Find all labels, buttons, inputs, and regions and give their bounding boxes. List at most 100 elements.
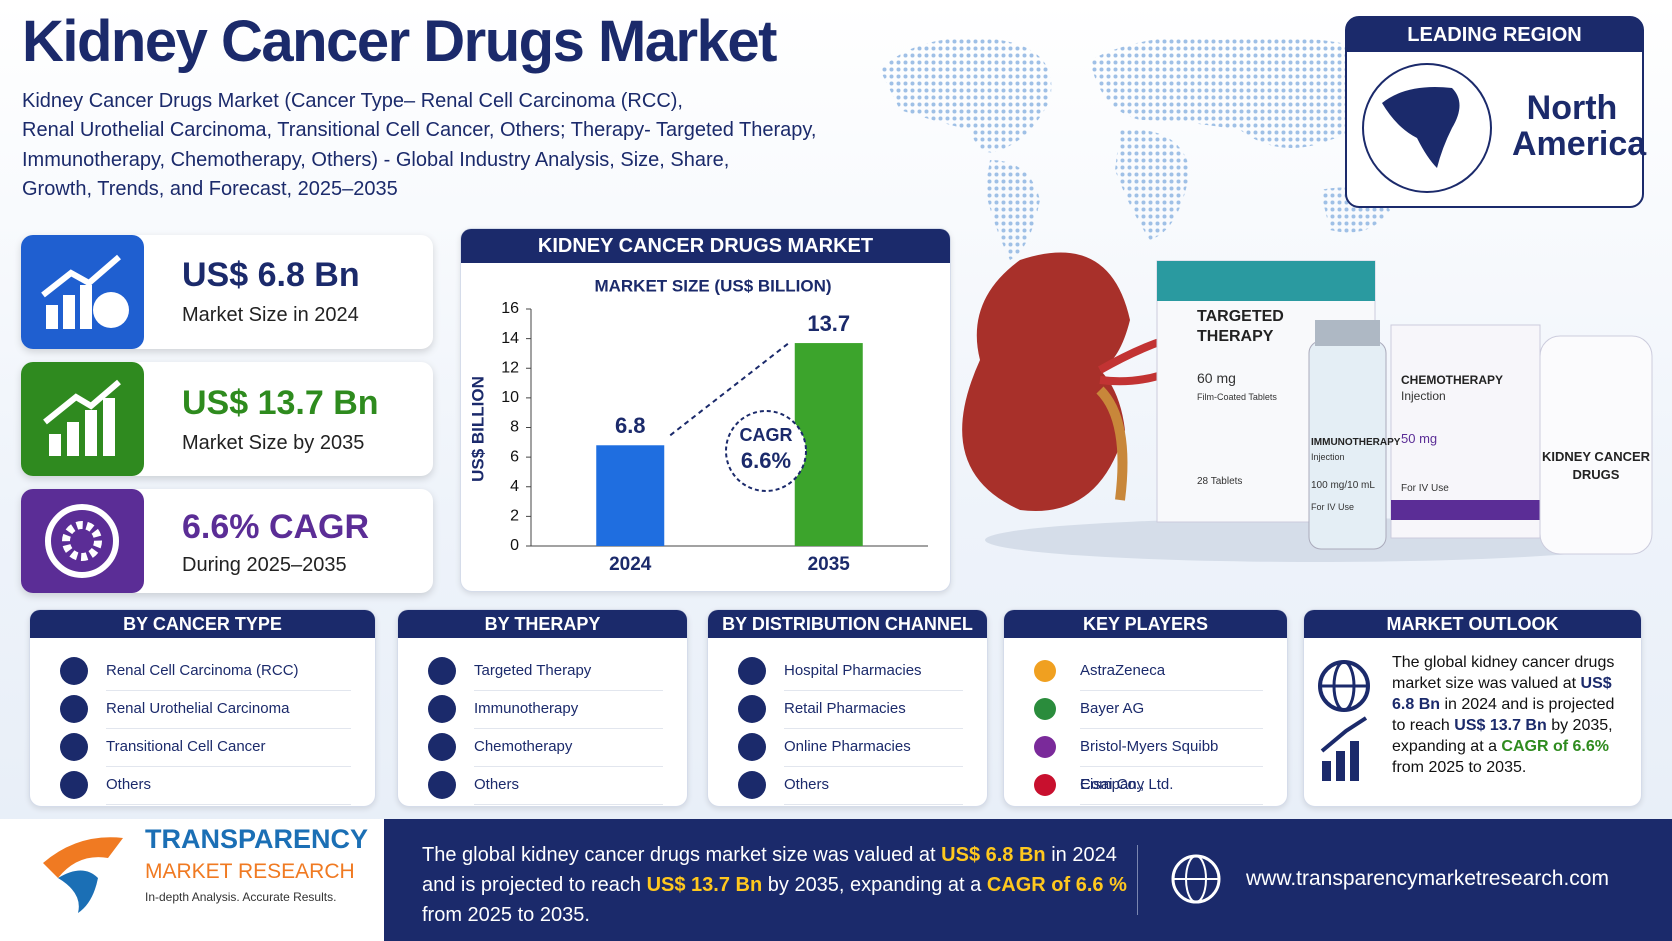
product-detail: 100 mg/10 mL bbox=[1311, 480, 1375, 491]
segment-panel: BY THERAPY Targeted Therapy Immunotherapy C… bbox=[397, 609, 688, 807]
product-name-line: DRUGS bbox=[1572, 467, 1620, 482]
product-name-line: KIDNEY CANCER bbox=[1541, 449, 1651, 464]
outlook-icons bbox=[1318, 660, 1370, 781]
brand-sub: MARKET RESEARCH bbox=[145, 860, 355, 883]
segment-panel: BY DISTRIBUTION CHANNEL Hospital Pharmaci… bbox=[707, 609, 988, 807]
footer-highlight: US$ 13.7 Bn bbox=[646, 874, 763, 896]
footer-band bbox=[384, 819, 1672, 941]
stat-value: US$ 6.8 Bn bbox=[182, 256, 360, 294]
stat-label: During 2025–2035 bbox=[182, 554, 347, 576]
product-detail: 60 mg bbox=[1197, 370, 1236, 386]
stat-icon bbox=[21, 489, 144, 593]
item-icon bbox=[60, 733, 88, 761]
y-tick-label: 10 bbox=[501, 389, 519, 406]
subtitle-line: Growth, Trends, and Forecast, 2025–2035 bbox=[22, 178, 398, 200]
segment-heading: KEY PLAYERS bbox=[1004, 610, 1287, 638]
y-tick-label: 14 bbox=[501, 330, 519, 347]
segment-item: Hospital Pharmacies bbox=[784, 652, 963, 691]
product-detail: 50 mg bbox=[1401, 431, 1438, 446]
product-name-line: TARGETED bbox=[1197, 308, 1284, 325]
y-tick-label: 0 bbox=[510, 537, 519, 554]
product-detail: Injection bbox=[1311, 452, 1345, 462]
y-axis-label: US$ BILLION bbox=[468, 376, 487, 482]
item-icon bbox=[738, 657, 766, 685]
outlook-panel: MARKET OUTLOOK The global kidney cancer … bbox=[1303, 609, 1642, 807]
segment-heading: BY CANCER TYPE bbox=[30, 610, 375, 638]
title: Kidney Cancer Drugs Market bbox=[22, 9, 777, 74]
value-label: 13.7 bbox=[807, 311, 850, 336]
stat-icon bbox=[21, 362, 144, 476]
item-icon bbox=[60, 771, 88, 799]
region-name-line: America bbox=[1512, 125, 1647, 163]
segment-panel: KEY PLAYERS AstraZeneca Bayer AG Bristol-My… bbox=[1003, 609, 1288, 807]
segment-item: Targeted Therapy bbox=[474, 652, 663, 691]
product-illustration bbox=[962, 252, 1653, 562]
product-name: CHEMOTHERAPY bbox=[1401, 373, 1504, 387]
segment-item: AstraZeneca bbox=[1080, 652, 1263, 691]
outlook-run: The global kidney cancer drugs market si… bbox=[1392, 654, 1615, 692]
chart-panel: KIDNEY CANCER DRUGS MARKET MARKET SIZE (… bbox=[460, 228, 951, 592]
item-icon bbox=[738, 733, 766, 761]
x-tick-label: 2024 bbox=[609, 554, 652, 575]
outlook-highlight: US$ 13.7 Bn bbox=[1454, 717, 1547, 734]
outlook-text: The global kidney cancer drugs market si… bbox=[1392, 652, 1632, 778]
footer-run: from 2025 to 2035. bbox=[422, 904, 590, 926]
stat-icon bbox=[21, 235, 144, 349]
segment-item: Chemotherapy bbox=[474, 728, 663, 767]
footer-highlight: US$ 6.8 Bn bbox=[941, 844, 1046, 866]
outlook-run: from 2025 to 2035. bbox=[1392, 759, 1527, 776]
footer-highlight: CAGR of 6.6 % bbox=[986, 874, 1127, 896]
bar bbox=[794, 343, 863, 546]
y-tick-label: 6 bbox=[510, 448, 519, 465]
item-icon bbox=[60, 695, 88, 723]
product-detail: Injection bbox=[1401, 389, 1446, 403]
tagline: In-depth Analysis. Accurate Results. bbox=[145, 890, 337, 904]
value-label: 6.8 bbox=[615, 413, 646, 438]
web-icon bbox=[1171, 854, 1221, 904]
footer-text: The global kidney cancer drugs market si… bbox=[422, 840, 1142, 930]
item-icon bbox=[738, 695, 766, 723]
product-name-line: THERAPY bbox=[1197, 328, 1274, 345]
stat-value: US$ 13.7 Bn bbox=[182, 384, 379, 422]
segment-panel: BY CANCER TYPE Renal Cell Carcinoma (RCC)… bbox=[29, 609, 376, 807]
segment-item: Online Pharmacies bbox=[784, 728, 963, 767]
segment-item: Renal Urothelial Carcinoma bbox=[106, 690, 351, 729]
y-tick-label: 12 bbox=[501, 359, 519, 376]
segment-item: Others bbox=[106, 766, 351, 805]
region-name-line: North bbox=[1526, 89, 1618, 127]
subtitle-line: Kidney Cancer Drugs Market (Cancer Type–… bbox=[22, 90, 683, 112]
player-logo bbox=[1034, 736, 1056, 758]
footer-run: by 2035, expanding at a bbox=[762, 874, 987, 896]
x-tick-label: 2035 bbox=[808, 554, 851, 575]
subtitle-line: Renal Urothelial Carcinoma, Transitional… bbox=[22, 119, 817, 141]
segment-heading: BY THERAPY bbox=[398, 610, 687, 638]
y-tick-label: 2 bbox=[510, 508, 519, 525]
outlook-heading: MARKET OUTLOOK bbox=[1304, 610, 1641, 638]
cagr-circle bbox=[725, 410, 807, 492]
player-logo bbox=[1034, 698, 1056, 720]
outlook-run: by 2035, expanding at a bbox=[1392, 717, 1613, 755]
region-heading: LEADING REGION bbox=[1347, 18, 1642, 52]
segment-item: Transitional Cell Cancer bbox=[106, 728, 351, 767]
brand: TRANSPARENCY bbox=[145, 824, 369, 854]
product-detail: For IV Use bbox=[1401, 483, 1449, 494]
outlook-highlight: US$ 6.8 Bn bbox=[1392, 675, 1612, 713]
product-detail: Film-Coated Tablets bbox=[1197, 392, 1277, 402]
chart-title: KIDNEY CANCER DRUGS MARKET bbox=[461, 229, 950, 263]
item-icon bbox=[738, 771, 766, 799]
item-icon bbox=[428, 771, 456, 799]
chart-subtitle: MARKET SIZE (US$ BILLION) bbox=[594, 276, 831, 295]
product-name: TARGETED THERAPY bbox=[1197, 307, 1284, 347]
outlook-run: in 2024 and is projected to reach bbox=[1392, 696, 1615, 734]
segment-item: Others bbox=[784, 766, 963, 805]
product-detail: 28 Tablets bbox=[1197, 476, 1243, 487]
y-tick-label: 16 bbox=[501, 300, 519, 317]
logo bbox=[43, 837, 123, 913]
item-icon bbox=[428, 733, 456, 761]
segment-item: Renal Cell Carcinoma (RCC) bbox=[106, 652, 351, 691]
chart: MARKET SIZE (US$ BILLION) US$ BILLION 0 2… bbox=[468, 276, 928, 575]
world-map bbox=[880, 37, 1400, 260]
segment-item: Bayer AG bbox=[1080, 690, 1263, 729]
website[interactable]: www.transparencymarketresearch.com bbox=[1246, 867, 1609, 890]
